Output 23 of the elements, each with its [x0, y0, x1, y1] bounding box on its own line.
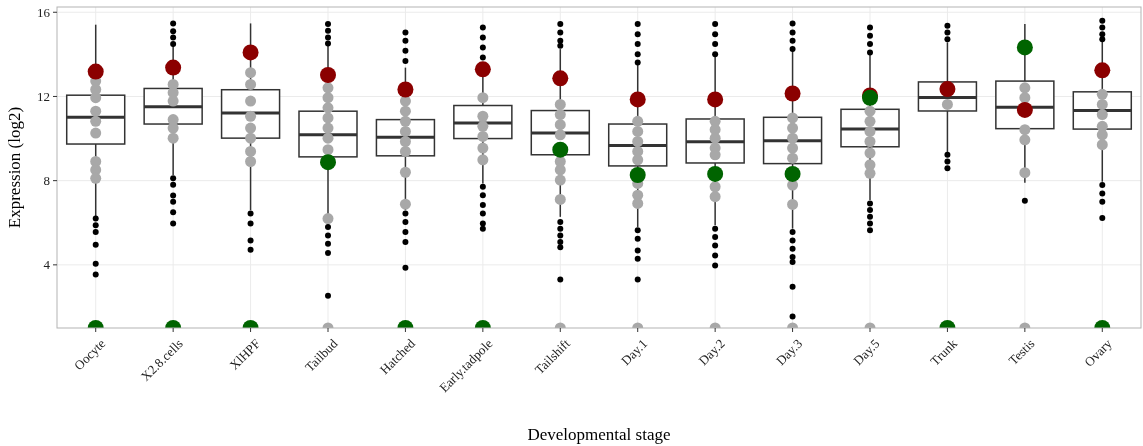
- y-axis-title: Expression (log2): [5, 106, 24, 229]
- point: [552, 70, 569, 87]
- point: [320, 66, 336, 83]
- point: [165, 59, 182, 76]
- point: [707, 91, 724, 108]
- y-tick-label: 4: [43, 257, 51, 273]
- point: [397, 81, 414, 98]
- point: [784, 165, 801, 182]
- y-tick-label: 12: [37, 89, 50, 105]
- point: [87, 63, 104, 80]
- y-tick-label: 16: [37, 4, 51, 20]
- point: [629, 166, 646, 183]
- x-axis-title: Developmental stage: [527, 425, 671, 444]
- point: [1094, 62, 1111, 79]
- point: [320, 154, 336, 171]
- y-tick-label: 8: [43, 173, 50, 189]
- point: [1016, 39, 1033, 56]
- point: [552, 141, 569, 158]
- point: [784, 85, 801, 102]
- point: [707, 165, 724, 182]
- point: [629, 91, 646, 108]
- point: [242, 44, 259, 61]
- point: [474, 61, 491, 78]
